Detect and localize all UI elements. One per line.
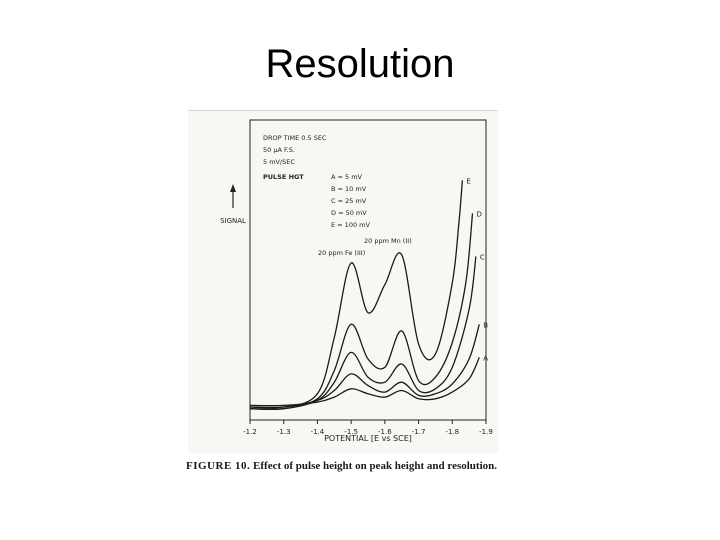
caption-text: Effect of pulse height on peak height an… <box>253 460 497 472</box>
x-tick-label: -1.8 <box>445 428 459 436</box>
y-axis-label: SIGNAL <box>220 217 246 225</box>
series-label-d: D <box>477 210 482 218</box>
legend-entry-a: A = 5 mV <box>331 173 363 181</box>
series-label-e: E <box>466 177 470 185</box>
legend-entry-e: E = 100 mV <box>331 221 370 229</box>
condition-full-scale: 50 µA F.S. <box>263 146 295 154</box>
x-tick-label: -1.2 <box>243 428 257 436</box>
potential-signal-plot: -1.2 -1.3 -1.4 -1.5 -1.6 -1.7 -1.8 -1.9 POTENTI… <box>220 119 493 443</box>
legend-entry-d: D = 50 mV <box>331 209 367 217</box>
slide-title: Resolution <box>265 42 455 86</box>
x-tick-label: -1.3 <box>277 428 291 436</box>
signal-arrow <box>230 184 236 208</box>
annotation-mn: 20 ppm Mn (II) <box>364 237 412 245</box>
legend-heading: PULSE HGT <box>263 173 304 181</box>
x-tick-label: -1.5 <box>344 428 358 436</box>
series-line-e <box>249 180 464 409</box>
x-axis-ticks: -1.2 -1.3 -1.4 -1.5 -1.6 -1.7 -1.8 -1.9 <box>243 420 493 436</box>
axes <box>249 119 487 421</box>
x-tick-label: -1.6 <box>378 428 392 436</box>
figure-caption: FIGURE 10. Effect of pulse height on pea… <box>186 460 506 473</box>
legend-entry-b: B = 10 mV <box>331 185 367 193</box>
series-line-b <box>249 324 480 409</box>
x-axis-label: POTENTIAL [E vs SCE] <box>324 434 412 443</box>
series-label-a: A <box>483 354 488 362</box>
series-label-b: B <box>483 321 488 329</box>
caption-label: FIGURE 10. <box>186 460 251 472</box>
series-label-c: C <box>480 253 485 261</box>
x-tick-label: -1.7 <box>412 428 426 436</box>
x-tick-label: -1.9 <box>479 428 493 436</box>
plot-area-border <box>249 119 487 421</box>
legend-entry-c: C = 25 mV <box>331 197 367 205</box>
annotation-fe: 20 ppm Fe (III) <box>318 249 365 257</box>
condition-scan-rate: 5 mV/SEC <box>263 158 295 166</box>
x-tick-label: -1.4 <box>311 428 325 436</box>
series-line-d <box>249 213 474 411</box>
series-layer: A B C D E <box>249 177 488 411</box>
series-line-a <box>249 357 480 407</box>
condition-drop-time: DROP TIME 0.5 SEC <box>263 134 327 142</box>
series-line-c <box>249 256 477 410</box>
